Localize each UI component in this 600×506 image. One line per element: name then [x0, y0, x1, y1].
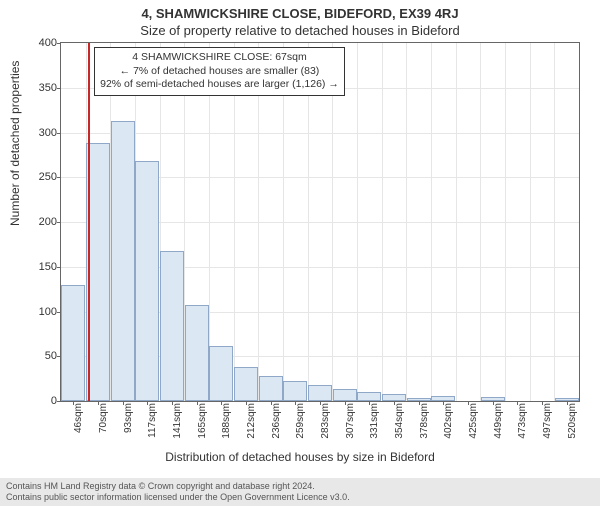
x-axis-label: Distribution of detached houses by size … [0, 450, 600, 464]
histogram-bar [357, 392, 381, 401]
histogram-bar [160, 251, 184, 401]
footer-line-1: Contains HM Land Registry data © Crown c… [6, 481, 594, 492]
x-tick-label: 236sqm [271, 403, 282, 439]
histogram-bar [61, 285, 85, 401]
x-tick-label: 307sqm [345, 403, 356, 439]
info-box-line: ← 7% of detached houses are smaller (83) [100, 65, 339, 79]
x-tick-label: 497sqm [542, 403, 553, 439]
x-tick-label: 354sqm [394, 403, 405, 439]
histogram-bar [382, 394, 406, 401]
histogram-plot: 05010015020025030035040046sqm70sqm93sqm1… [60, 42, 580, 402]
histogram-bar [333, 389, 357, 401]
marker-info-box: 4 SHAMWICKSHIRE CLOSE: 67sqm← 7% of deta… [94, 47, 345, 96]
histogram-bar [209, 346, 233, 401]
histogram-bar [308, 385, 332, 401]
marker-line [88, 43, 90, 401]
info-box-line: 92% of semi-detached houses are larger (… [100, 78, 339, 92]
histogram-bar [283, 381, 307, 401]
histogram-bar [135, 161, 159, 401]
x-tick-label: 117sqm [147, 403, 158, 438]
histogram-bar [234, 367, 258, 401]
y-tick-label: 250 [39, 171, 57, 183]
x-tick-label: 212sqm [246, 403, 257, 439]
x-tick-label: 283sqm [320, 403, 331, 439]
x-tick-label: 46sqm [73, 403, 84, 433]
page-subtitle: Size of property relative to detached ho… [0, 23, 600, 38]
histogram-bar [111, 121, 135, 401]
y-tick-label: 150 [39, 261, 57, 273]
y-tick-label: 200 [39, 216, 57, 228]
x-tick-label: 449sqm [493, 403, 504, 439]
x-tick-label: 425sqm [468, 403, 479, 439]
x-tick-label: 473sqm [517, 403, 528, 439]
histogram-bar [185, 305, 209, 401]
y-tick-label: 400 [39, 37, 57, 49]
x-tick-label: 402sqm [443, 403, 454, 439]
x-tick-label: 165sqm [197, 403, 208, 439]
x-tick-label: 331sqm [369, 403, 380, 439]
y-tick-label: 350 [39, 82, 57, 94]
histogram-bar [259, 376, 283, 401]
x-tick-label: 520sqm [567, 403, 578, 439]
footer-line-2: Contains public sector information licen… [6, 492, 594, 503]
attribution-footer: Contains HM Land Registry data © Crown c… [0, 478, 600, 506]
x-tick-label: 70sqm [98, 403, 109, 433]
x-tick-label: 93sqm [123, 403, 134, 433]
y-tick-label: 100 [39, 306, 57, 318]
page-title-address: 4, SHAMWICKSHIRE CLOSE, BIDEFORD, EX39 4… [0, 6, 600, 21]
x-tick-label: 378sqm [419, 403, 430, 439]
info-box-line: 4 SHAMWICKSHIRE CLOSE: 67sqm [100, 51, 339, 65]
x-tick-label: 259sqm [295, 403, 306, 439]
x-tick-label: 188sqm [221, 403, 232, 439]
y-axis-label: Number of detached properties [8, 61, 22, 226]
y-tick-label: 50 [45, 350, 57, 362]
x-tick-label: 141sqm [172, 403, 183, 439]
y-tick-label: 300 [39, 127, 57, 139]
